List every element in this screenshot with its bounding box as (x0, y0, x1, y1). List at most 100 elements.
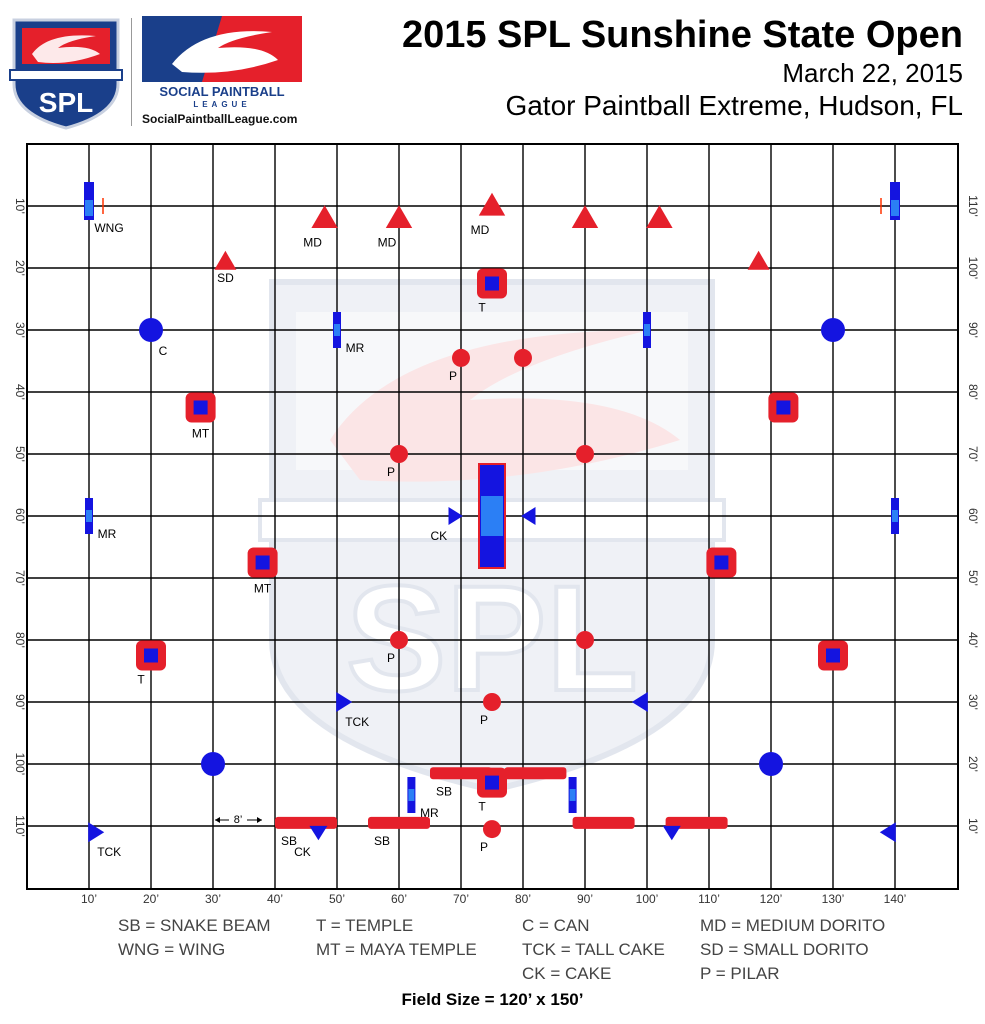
x-tick-label: 60’ (391, 892, 407, 906)
temple-bunker-core (144, 648, 158, 663)
bunker-label: MD (378, 235, 397, 249)
y-tick-label-right: 70’ (966, 446, 980, 462)
cake-bunker (309, 825, 328, 841)
snake-beam (275, 816, 337, 829)
bunker-label: TCK (345, 715, 369, 729)
pillar-bunker (390, 445, 408, 463)
y-tick-label-right: 20’ (966, 756, 980, 772)
y-tick-label-left: 30’ (13, 322, 27, 338)
mr-bunker-mid (86, 510, 92, 522)
y-tick-label-right: 110’ (966, 195, 980, 217)
can-bunker (821, 318, 845, 342)
snake-beam (665, 816, 728, 829)
snake-beam (572, 816, 635, 829)
y-tick-label-right: 30’ (966, 694, 980, 710)
temple-bunker-core (485, 775, 499, 790)
bunker-label: CK (430, 529, 447, 543)
mr-bunker-mid (569, 789, 576, 801)
x-tick-label: 100’ (636, 892, 659, 906)
y-tick-label-right: 80’ (966, 384, 980, 400)
bunker-label: SB (436, 784, 452, 798)
svg-text:SPL: SPL (39, 87, 93, 118)
medium-dorito (478, 192, 506, 216)
x-tick-label: 90’ (577, 892, 593, 906)
temple-bunker-core (826, 648, 840, 663)
y-tick-label-right: 40’ (966, 632, 980, 648)
y-tick-label-left: 40’ (13, 384, 27, 400)
tall-cake-bunker (879, 822, 896, 843)
bunker-label: TCK (97, 845, 121, 859)
x-tick-label: 70’ (453, 892, 469, 906)
bunker-label: SD (217, 271, 234, 285)
mr-bunker-mid (644, 324, 650, 336)
medium-dorito (385, 205, 413, 228)
cake-bunker (521, 507, 536, 525)
pillar-bunker (576, 445, 594, 463)
tall-cake-bunker (631, 692, 648, 712)
svg-text:LEAGUE: LEAGUE (193, 100, 250, 108)
y-tick-label-right: 90’ (966, 322, 980, 338)
bunker-label: WNG (94, 221, 123, 235)
bunker-label: MD (471, 223, 490, 237)
bunker-label: T (478, 301, 486, 315)
cake-bunker (662, 825, 681, 841)
x-tick-label: 20’ (143, 892, 159, 906)
svg-text:SOCIAL PAINTBALL: SOCIAL PAINTBALL (159, 84, 284, 99)
logo-divider (131, 18, 132, 126)
svg-text:8’: 8’ (234, 814, 243, 826)
mr-bunker-mid (892, 510, 898, 522)
bunker-label: MR (346, 341, 365, 355)
bunker-label: P (480, 840, 488, 854)
x-tick-label: 40’ (267, 892, 283, 906)
y-tick-label-left: 70’ (13, 570, 27, 586)
bunker-label: MT (254, 582, 272, 596)
tall-cake-bunker (336, 692, 353, 712)
x-tick-label: 140’ (884, 892, 907, 906)
bunker-labels: SB SB SB WNG MD MD MD SD T C MR P MT P CK MR MT P T TCK P T MR… (94, 221, 489, 859)
medium-dorito (646, 205, 673, 228)
mr-bunker-mid (408, 789, 415, 801)
bunker-label: P (480, 713, 488, 727)
pillar-bunker (514, 348, 532, 367)
x-tick-label: 50’ (329, 892, 345, 906)
y-tick-label-left: 80’ (13, 632, 27, 648)
small-dorito (214, 250, 237, 270)
y-tick-label-left: 60’ (13, 508, 27, 524)
field-bunkers (84, 182, 900, 843)
y-tick-label-left: 90’ (13, 694, 27, 710)
field-tick-labels: 10’ 20’ 30’ 40’ 50’ 60’ 70’ 80’ 90’ 100’ 110’ 120’ 1… (13, 195, 980, 906)
y-tick-label-right: 60’ (966, 508, 980, 524)
wing-bunker-mid (85, 200, 93, 216)
snake-beam (368, 816, 430, 829)
bunker-label: P (449, 369, 457, 383)
event-venue: Gator Paintball Extreme, Hudson, FL (505, 90, 963, 121)
event-date: March 22, 2015 (782, 58, 963, 88)
y-tick-label-left: 20’ (13, 260, 27, 276)
x-tick-label: 130’ (822, 892, 845, 906)
maya-temple-bunker-core (193, 400, 208, 415)
bunker-label: MR (98, 527, 117, 541)
bunker-label: T (137, 673, 145, 687)
small-dorito (747, 250, 770, 270)
pillar-bunker (483, 820, 501, 839)
bunker-label: SB (374, 834, 390, 848)
spl-league-logo: SOCIAL PAINTBALL LEAGUE (142, 16, 302, 108)
wing-bunker-mid (891, 200, 899, 216)
y-tick-label-left: 10’ (13, 198, 27, 214)
league-url: SocialPaintballLeague.com (142, 112, 298, 126)
snake-beam (504, 767, 567, 780)
temple-bunker-core (485, 276, 499, 291)
can-bunker (201, 752, 225, 776)
x-tick-label: 120’ (760, 892, 783, 906)
page-title: 2015 SPL Sunshine State Open (401, 14, 963, 56)
x-tick-label: 110’ (698, 892, 720, 906)
tall-cake-bunker (88, 822, 105, 843)
y-tick-label-right: 50’ (966, 570, 980, 586)
y-tick-label-left: 100’ (13, 753, 27, 776)
pillar-bunker (390, 631, 408, 649)
y-tick-label-left: 50’ (13, 446, 27, 462)
maya-temple-bunker-core (255, 555, 270, 570)
bunker-label: MT (192, 427, 210, 441)
bunker-label: SB (281, 834, 297, 848)
